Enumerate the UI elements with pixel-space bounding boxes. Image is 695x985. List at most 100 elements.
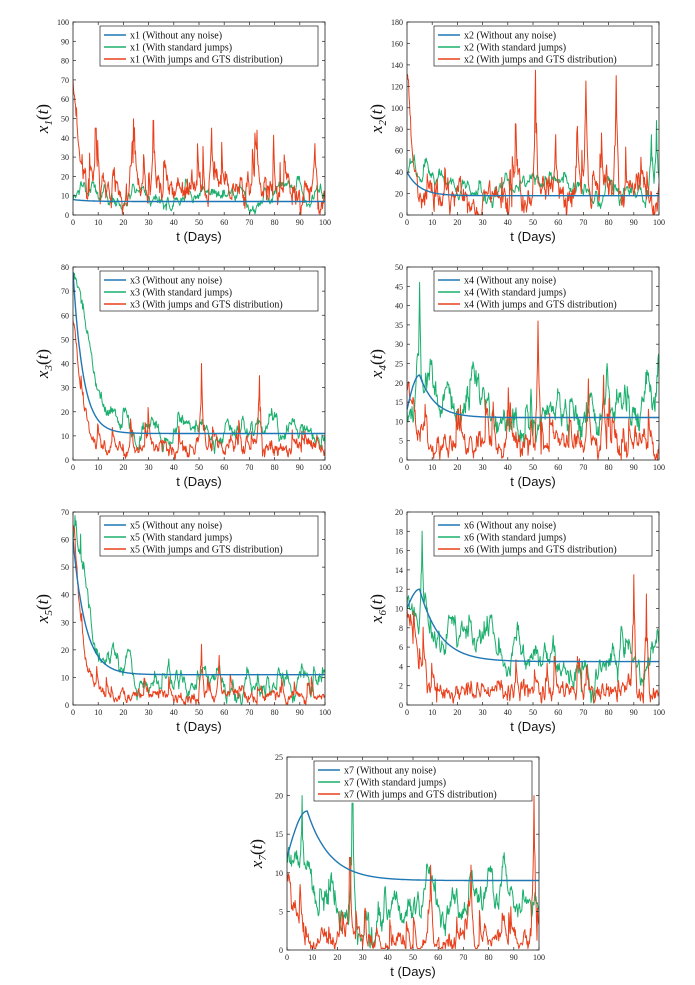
x-tick-label: 20 <box>453 708 461 717</box>
legend-entry-1: x3 (Without any noise) <box>130 276 222 287</box>
y-tick-label: 10 <box>395 417 403 426</box>
y-tick-label: 70 <box>61 508 69 517</box>
legend-entry-2: x5 (With standard jumps) <box>130 533 232 544</box>
legend-entry-2: x1 (With standard jumps) <box>130 43 232 54</box>
series-line-1 <box>73 539 325 676</box>
y-tick-label: 40 <box>61 134 69 143</box>
legend-box <box>99 515 319 557</box>
series-line-2 <box>287 795 539 949</box>
y-tick-label: 50 <box>61 563 69 572</box>
legend-entry-3: x1 (With jumps and GTS distribution) <box>130 55 283 66</box>
x-axis-label: t (Days) <box>390 964 436 979</box>
x-tick-label: 100 <box>319 463 331 472</box>
y-tick-label: 20 <box>61 172 69 181</box>
legend-entry-1: x1 (Without any noise) <box>130 31 222 42</box>
x-tick-label: 40 <box>170 708 178 717</box>
y-tick-label: 140 <box>391 61 403 70</box>
legend-box <box>313 760 533 802</box>
series-line-3 <box>73 320 325 460</box>
subplot-7: 0 10 20 30 40 50 60 70 80 90 100 0 5 10 15 20 25 t (Days)… <box>247 753 545 979</box>
y-tick-label: 40 <box>395 302 403 311</box>
series-line-1 <box>73 271 325 435</box>
y-tick-label: 0 <box>65 456 69 465</box>
y-axis-label: x4(t) <box>367 349 389 379</box>
x-axis-label: t (Days) <box>176 229 222 244</box>
x-tick-label: 50 <box>195 708 203 717</box>
legend-box <box>433 270 653 312</box>
y-tick-label: 50 <box>61 115 69 124</box>
x-tick-label: 10 <box>308 953 316 962</box>
x-tick-label: 30 <box>359 953 367 962</box>
y-tick-label: 80 <box>395 125 403 134</box>
legend-entry-3: x7 (With jumps and GTS distribution) <box>344 790 497 801</box>
series-line-2 <box>73 175 325 215</box>
legend-entry-3: x4 (With jumps and GTS distribution) <box>464 300 617 311</box>
series-line-3 <box>73 79 325 215</box>
y-tick-label: 30 <box>61 618 69 627</box>
legend-box <box>99 270 319 312</box>
y-tick-label: 16 <box>395 547 403 556</box>
y-tick-label: 70 <box>61 76 69 85</box>
x-tick-label: 10 <box>94 463 102 472</box>
x-tick-label: 60 <box>554 708 562 717</box>
y-tick-label: 60 <box>61 536 69 545</box>
x-tick-label: 0 <box>285 953 289 962</box>
legend-box <box>433 515 653 557</box>
x-tick-label: 100 <box>319 708 331 717</box>
x-tick-label: 30 <box>479 463 487 472</box>
y-tick-label: 30 <box>395 340 403 349</box>
x-tick-label: 100 <box>533 953 545 962</box>
x-axis-label: t (Days) <box>176 474 222 489</box>
y-tick-label: 60 <box>61 311 69 320</box>
x-tick-label: 50 <box>529 218 537 227</box>
legend-entry-2: x4 (With standard jumps) <box>464 288 566 299</box>
x-tick-label: 30 <box>479 708 487 717</box>
series-line-1 <box>407 171 659 197</box>
y-tick-label: 50 <box>395 263 403 272</box>
legend-entry-3: x2 (With jumps and GTS distribution) <box>464 55 617 66</box>
x-tick-label: 90 <box>296 708 304 717</box>
x-axis-label: t (Days) <box>510 474 556 489</box>
y-tick-label: 60 <box>61 95 69 104</box>
x-tick-label: 0 <box>71 463 75 472</box>
x-tick-label: 70 <box>245 463 253 472</box>
x-tick-label: 90 <box>296 218 304 227</box>
series-line-3 <box>407 320 659 460</box>
y-tick-label: 35 <box>395 321 403 330</box>
x-tick-label: 70 <box>245 218 253 227</box>
x-tick-label: 30 <box>479 218 487 227</box>
legend-entry-1: x5 (Without any noise) <box>130 521 222 532</box>
x-tick-label: 30 <box>145 218 153 227</box>
x-tick-label: 0 <box>405 708 409 717</box>
x-tick-label: 80 <box>485 953 493 962</box>
y-axis-label: x3(t) <box>33 349 55 379</box>
subplot-2: 0 10 20 30 40 50 60 70 80 90 100 0 20 40 60 80 100 120 140… <box>367 18 665 244</box>
y-axis-label: x7(t) <box>247 839 269 869</box>
y-tick-label: 180 <box>391 18 403 27</box>
y-tick-label: 14 <box>395 566 403 575</box>
x-tick-label: 20 <box>119 218 127 227</box>
x-tick-label: 40 <box>170 463 178 472</box>
y-tick-label: 80 <box>61 57 69 66</box>
x-tick-label: 40 <box>504 218 512 227</box>
y-tick-label: 40 <box>395 168 403 177</box>
legend-entry-1: x4 (Without any noise) <box>464 276 556 287</box>
y-tick-label: 0 <box>279 946 283 955</box>
x-tick-label: 50 <box>195 463 203 472</box>
y-tick-label: 45 <box>395 282 403 291</box>
y-tick-label: 30 <box>61 153 69 162</box>
series-line-2 <box>73 515 325 705</box>
subplot-6: 0 10 20 30 40 50 60 70 80 90 100 0 2 4 6 8 10 12 14 16 18 20 t… <box>367 508 665 734</box>
x-tick-label: 30 <box>145 708 153 717</box>
x-tick-label: 0 <box>405 463 409 472</box>
y-tick-label: 15 <box>395 398 403 407</box>
y-tick-label: 50 <box>61 335 69 344</box>
y-tick-label: 15 <box>275 830 283 839</box>
y-axis-label: x2(t) <box>367 104 389 134</box>
x-tick-label: 60 <box>554 218 562 227</box>
series-line-3 <box>407 574 659 704</box>
subplot-3: 0 10 20 30 40 50 60 70 80 90 100 0 10 20 30 40 50 60 70 80 t… <box>33 263 331 489</box>
series-line-1 <box>407 374 659 419</box>
x-tick-label: 70 <box>459 953 467 962</box>
x-tick-label: 60 <box>220 708 228 717</box>
